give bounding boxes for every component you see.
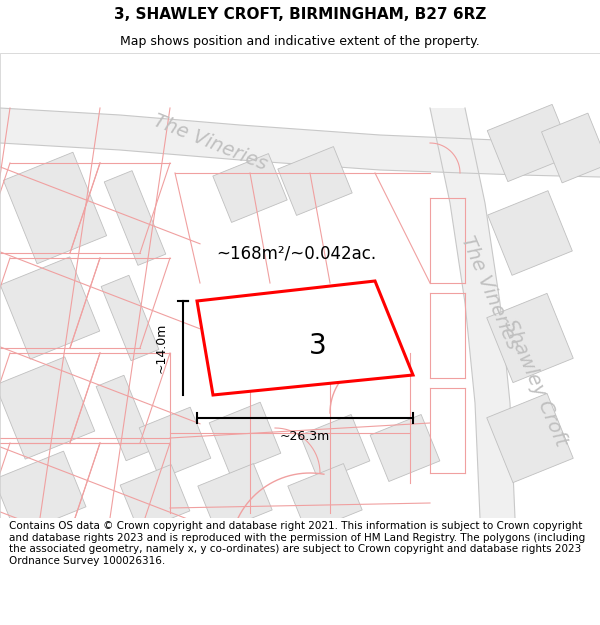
Polygon shape (96, 375, 154, 461)
Polygon shape (139, 408, 211, 479)
Text: Shawley Croft: Shawley Croft (500, 317, 570, 449)
Text: ~14.0m: ~14.0m (155, 322, 167, 373)
Text: ~168m²/~0.042ac.: ~168m²/~0.042ac. (216, 244, 376, 262)
Polygon shape (487, 104, 573, 182)
Polygon shape (213, 154, 287, 222)
Polygon shape (197, 281, 413, 395)
Polygon shape (300, 414, 370, 481)
Polygon shape (101, 275, 159, 361)
Polygon shape (430, 108, 515, 518)
Polygon shape (487, 393, 573, 482)
Text: 3, SHAWLEY CROFT, BIRMINGHAM, B27 6RZ: 3, SHAWLEY CROFT, BIRMINGHAM, B27 6RZ (114, 8, 486, 22)
Polygon shape (120, 464, 190, 531)
Text: ~26.3m: ~26.3m (280, 429, 330, 442)
Text: Map shows position and indicative extent of the property.: Map shows position and indicative extent… (120, 35, 480, 48)
Text: 3: 3 (308, 332, 326, 360)
Polygon shape (0, 357, 95, 459)
Polygon shape (488, 191, 572, 275)
Polygon shape (278, 147, 352, 216)
Polygon shape (0, 108, 600, 177)
Polygon shape (370, 414, 440, 481)
Polygon shape (209, 402, 281, 474)
Polygon shape (198, 464, 272, 532)
Polygon shape (0, 257, 100, 359)
Polygon shape (104, 171, 166, 266)
Polygon shape (288, 464, 362, 532)
Polygon shape (542, 113, 600, 183)
Text: The Vineries: The Vineries (458, 234, 523, 352)
Polygon shape (0, 451, 86, 535)
Text: The Vineries: The Vineries (150, 111, 270, 174)
Polygon shape (487, 293, 573, 382)
Polygon shape (4, 152, 107, 264)
Text: Contains OS data © Crown copyright and database right 2021. This information is : Contains OS data © Crown copyright and d… (9, 521, 585, 566)
